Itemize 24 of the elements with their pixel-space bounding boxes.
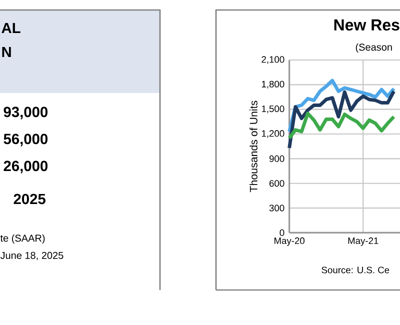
y-tick-label: 1,500 — [262, 106, 284, 114]
y-tick-label: 300 — [269, 204, 284, 212]
text: N — [2, 46, 11, 58]
x-tick-label: May-20 — [274, 237, 304, 246]
y-axis-title: Thousands of Units — [250, 100, 258, 192]
y-tick-label: 0 — [280, 229, 284, 236]
chart-title: New Res — [334, 19, 400, 31]
y-tick-label: 1,200 — [262, 130, 284, 138]
text: 56,000 — [4, 134, 48, 146]
y-tick-label: 1,800 — [262, 80, 284, 89]
line-series — [288, 112, 396, 140]
line-series — [288, 90, 396, 150]
y-tick-label: 900 — [269, 155, 284, 162]
text: June 18, 2025 — [0, 252, 64, 260]
text: AL — [2, 22, 20, 34]
y-tick-label: 600 — [270, 180, 284, 187]
source-note: Source: U.S. Ce — [322, 266, 390, 274]
y-tick-label: 2,100 — [262, 56, 284, 64]
text: 26,000 — [4, 160, 48, 174]
x-tick-label: May-21 — [348, 237, 378, 246]
text: te (SAAR) — [0, 234, 45, 244]
text: 93,000 — [4, 106, 48, 120]
text: 2025 — [14, 194, 46, 204]
chart-subtitle: (Season — [356, 43, 392, 53]
